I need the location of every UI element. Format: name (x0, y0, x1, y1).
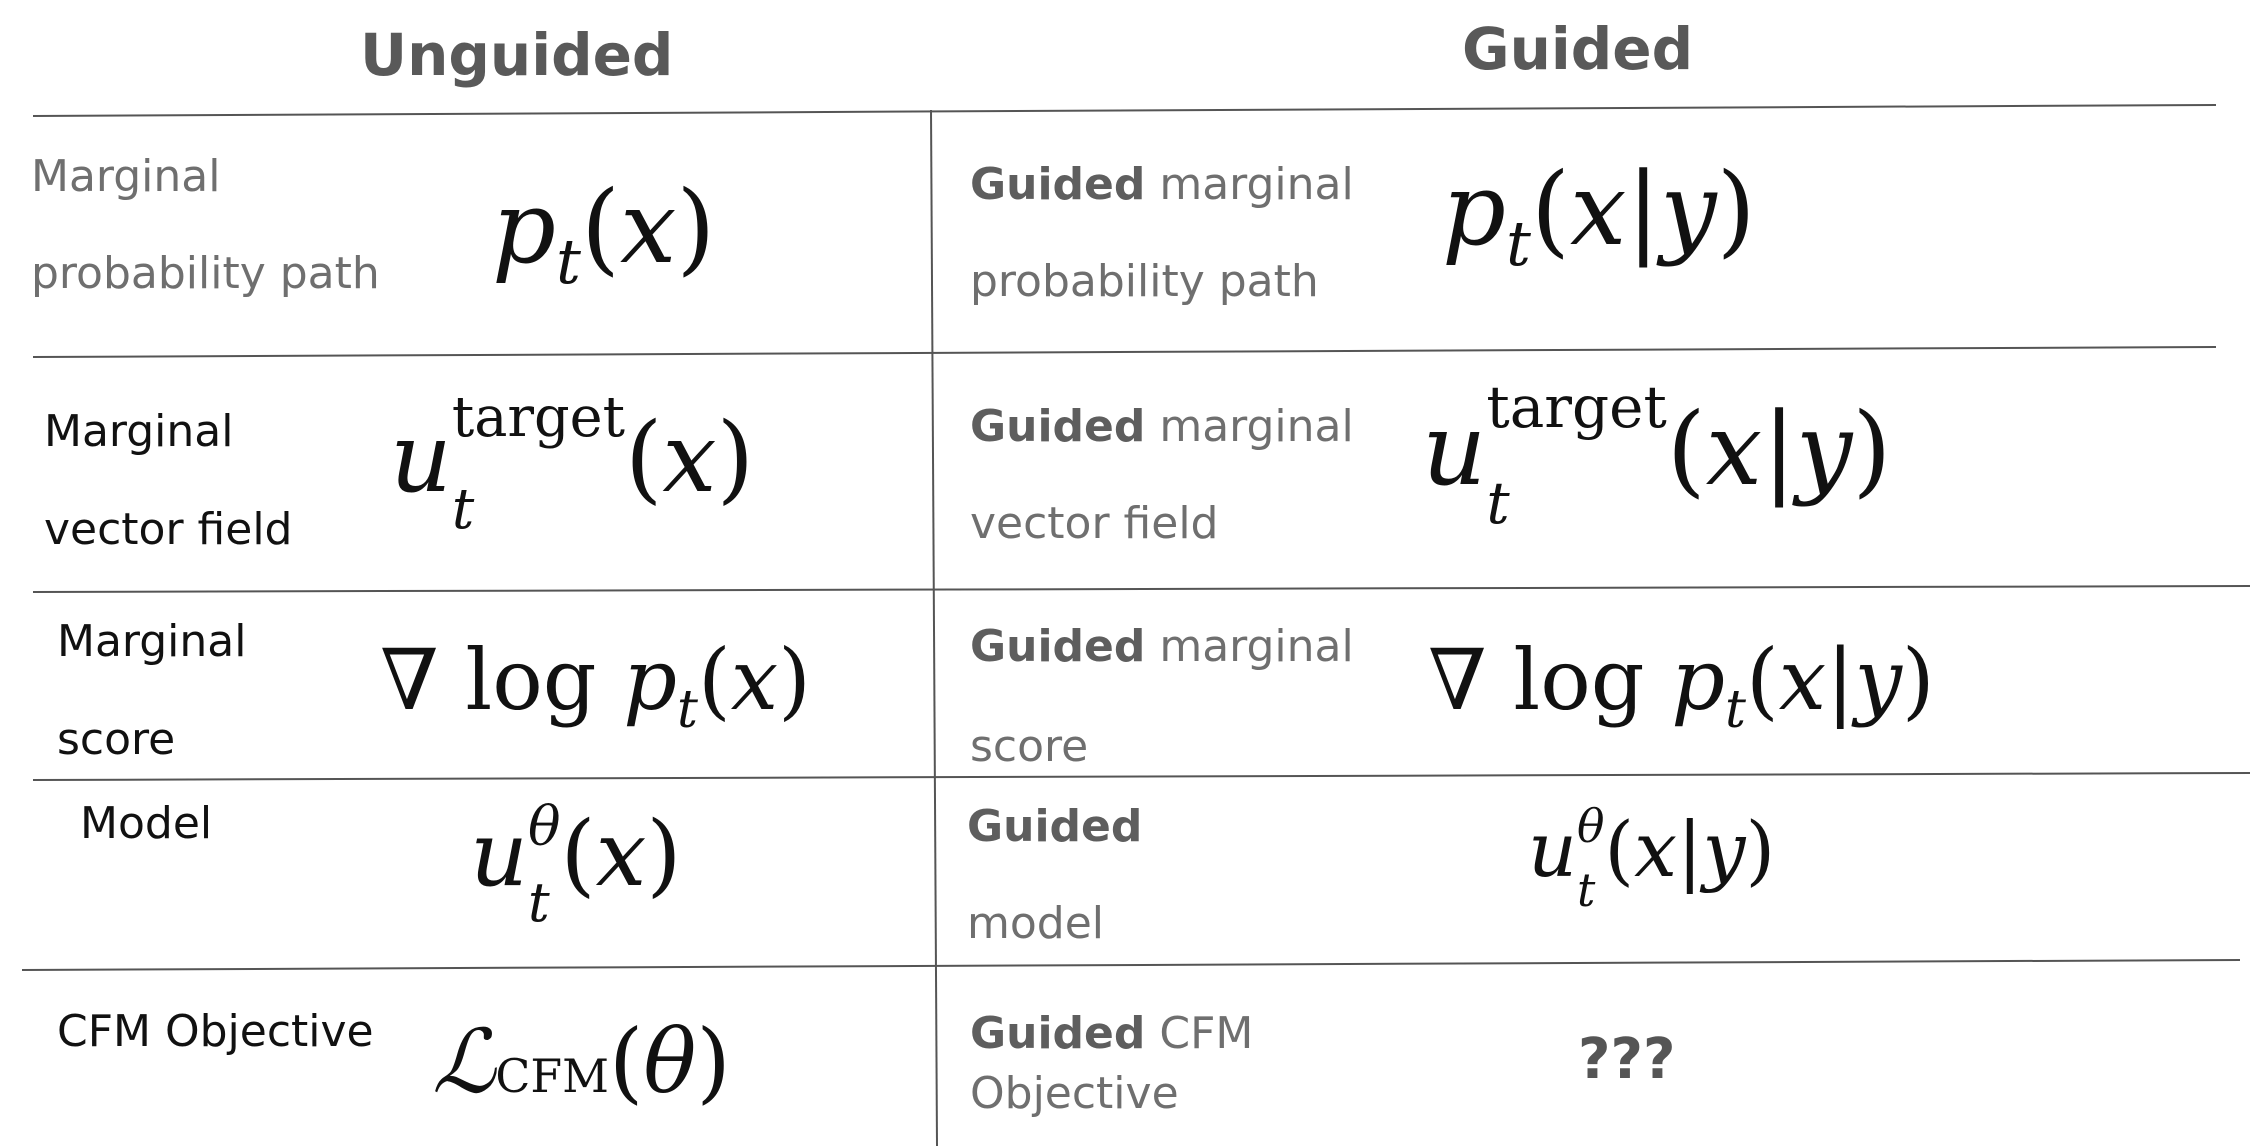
row2-guided-expression: utargetttarget(x|y) (1422, 373, 1892, 537)
row1-guided-bold: Guided (970, 159, 1146, 210)
row4-guided-bold: Guided (967, 801, 1143, 852)
header-guided: Guided (1462, 15, 1694, 83)
rule-top (32, 104, 2217, 117)
rule-row-3 (32, 772, 2251, 781)
row1-guided-expression: pt(x|y) (1442, 151, 1756, 280)
row5-unguided-expression: ℒCFM(θ) (432, 1010, 731, 1113)
row3-guided-label-line1: Guided marginal (970, 625, 1354, 669)
row1-guided-label-line1: Guided marginal (970, 163, 1354, 207)
row3-guided-expression: ∇ log pt(x|y) (1428, 631, 1935, 740)
row5-guided-rest: CFM (1145, 1008, 1254, 1059)
row2-guided-label-line2: vector field (970, 498, 1219, 549)
header-unguided: Unguided (360, 21, 674, 89)
row3-unguided-label-line2: score (57, 714, 176, 765)
row2-guided-bold: Guided (970, 401, 1146, 452)
row1-unguided-expression: pt(x) (492, 169, 716, 298)
row3-guided-rest: marginal (1145, 621, 1354, 672)
row1-unguided-label-line1: Marginal (31, 151, 221, 202)
row5-guided-label-line2: Objective (970, 1068, 1179, 1119)
row2-unguided-expression: utargetttarget(x) (390, 385, 755, 542)
row4-unguided-expression: uθtθ(x) (470, 795, 682, 934)
rule-row-2 (32, 585, 2251, 593)
row4-guided-label-line2: model (967, 898, 1105, 949)
row5-guided-expression: ??? (1578, 1027, 1676, 1092)
row2-unguided-label-line2: vector field (44, 504, 293, 555)
row3-guided-label-line2: score (970, 721, 1089, 772)
rule-vertical (930, 109, 938, 1146)
row2-guided-rest: marginal (1145, 401, 1354, 452)
row3-guided-bold: Guided (970, 621, 1146, 672)
row2-unguided-label-line1: Marginal (44, 406, 234, 457)
row3-unguided-label-line1: Marginal (57, 616, 247, 667)
row5-unguided-label-line1: CFM Objective (57, 1006, 374, 1057)
row4-guided-expression: uθtθ(x|y) (1528, 800, 1776, 917)
row3-unguided-expression: ∇ log pt(x) (380, 631, 811, 740)
rule-row-1 (32, 346, 2217, 358)
row4-guided-label-line1: Guided (967, 805, 1142, 849)
row5-guided-bold: Guided (970, 1008, 1146, 1059)
rule-row-4 (21, 959, 2241, 971)
row1-guided-rest: marginal (1145, 159, 1354, 210)
row1-unguided-label-line2: probability path (31, 248, 380, 299)
row2-guided-label-line1: Guided marginal (970, 405, 1354, 449)
row4-unguided-label-line1: Model (80, 798, 213, 849)
row1-guided-label-line2: probability path (970, 256, 1319, 307)
row5-guided-label-line1: Guided CFM (970, 1012, 1253, 1056)
